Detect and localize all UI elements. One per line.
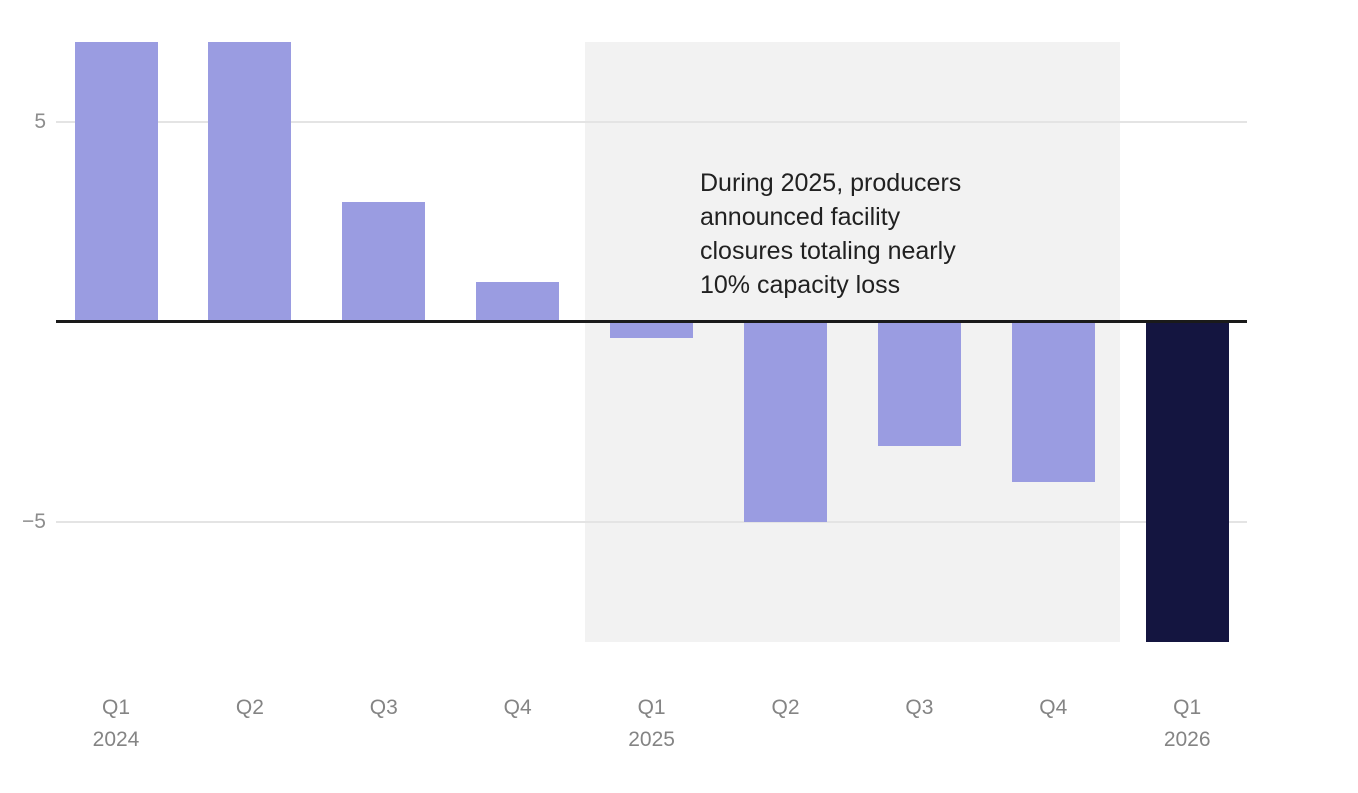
x-tick-quarter: Q4	[503, 696, 532, 719]
x-tick-quarter: Q3	[369, 696, 398, 719]
zero-baseline	[56, 320, 1247, 323]
bar-q1-2026	[1145, 323, 1229, 642]
x-tick-label-q1-2024: Q1 2024	[49, 692, 183, 756]
x-tick-label-q3-2025: Q3	[852, 692, 986, 724]
x-tick-label-q4-2025: Q4	[986, 692, 1120, 724]
x-tick-label-q1-2026: Q1 2026	[1120, 692, 1254, 756]
gridline-y-5	[56, 120, 1247, 123]
x-tick-label-q4-2024: Q4	[451, 692, 585, 724]
x-tick-year: 2025	[628, 728, 675, 751]
x-tick-year: 2024	[92, 728, 140, 751]
y-tick-label--5: −5	[22, 510, 46, 533]
x-tick-quarter: Q1	[1173, 696, 1202, 719]
x-tick-year: 2026	[1163, 728, 1211, 751]
bar-q2-2024	[208, 41, 292, 320]
x-tick-quarter: Q2	[771, 696, 800, 719]
bar-q1-2025	[610, 323, 694, 338]
x-tick-quarter: Q2	[235, 696, 264, 719]
bar-q4-2025	[1011, 323, 1095, 482]
bar-q4-2024	[476, 281, 560, 320]
y-tick-label-5: 5	[34, 110, 46, 133]
x-tick-quarter: Q3	[905, 696, 934, 719]
bar-q2-2025	[744, 323, 827, 522]
bar-q3-2025	[877, 323, 961, 446]
x-tick-quarter: Q1	[101, 696, 130, 719]
gridline-y--5	[56, 520, 1247, 523]
bar-q3-2024	[342, 201, 426, 320]
x-tick-quarter: Q4	[1039, 696, 1068, 719]
annotation-text: During 2025, producers announced facilit…	[700, 169, 962, 299]
x-tick-label-q1-2025: Q1 2025	[585, 692, 719, 756]
x-tick-quarter: Q1	[637, 696, 666, 719]
x-tick-label-q2-2024: Q2	[183, 692, 317, 724]
bar-q1-2024	[74, 41, 158, 320]
x-tick-label-q2-2025: Q2	[719, 692, 853, 724]
x-tick-label-q3-2024: Q3	[317, 692, 451, 724]
